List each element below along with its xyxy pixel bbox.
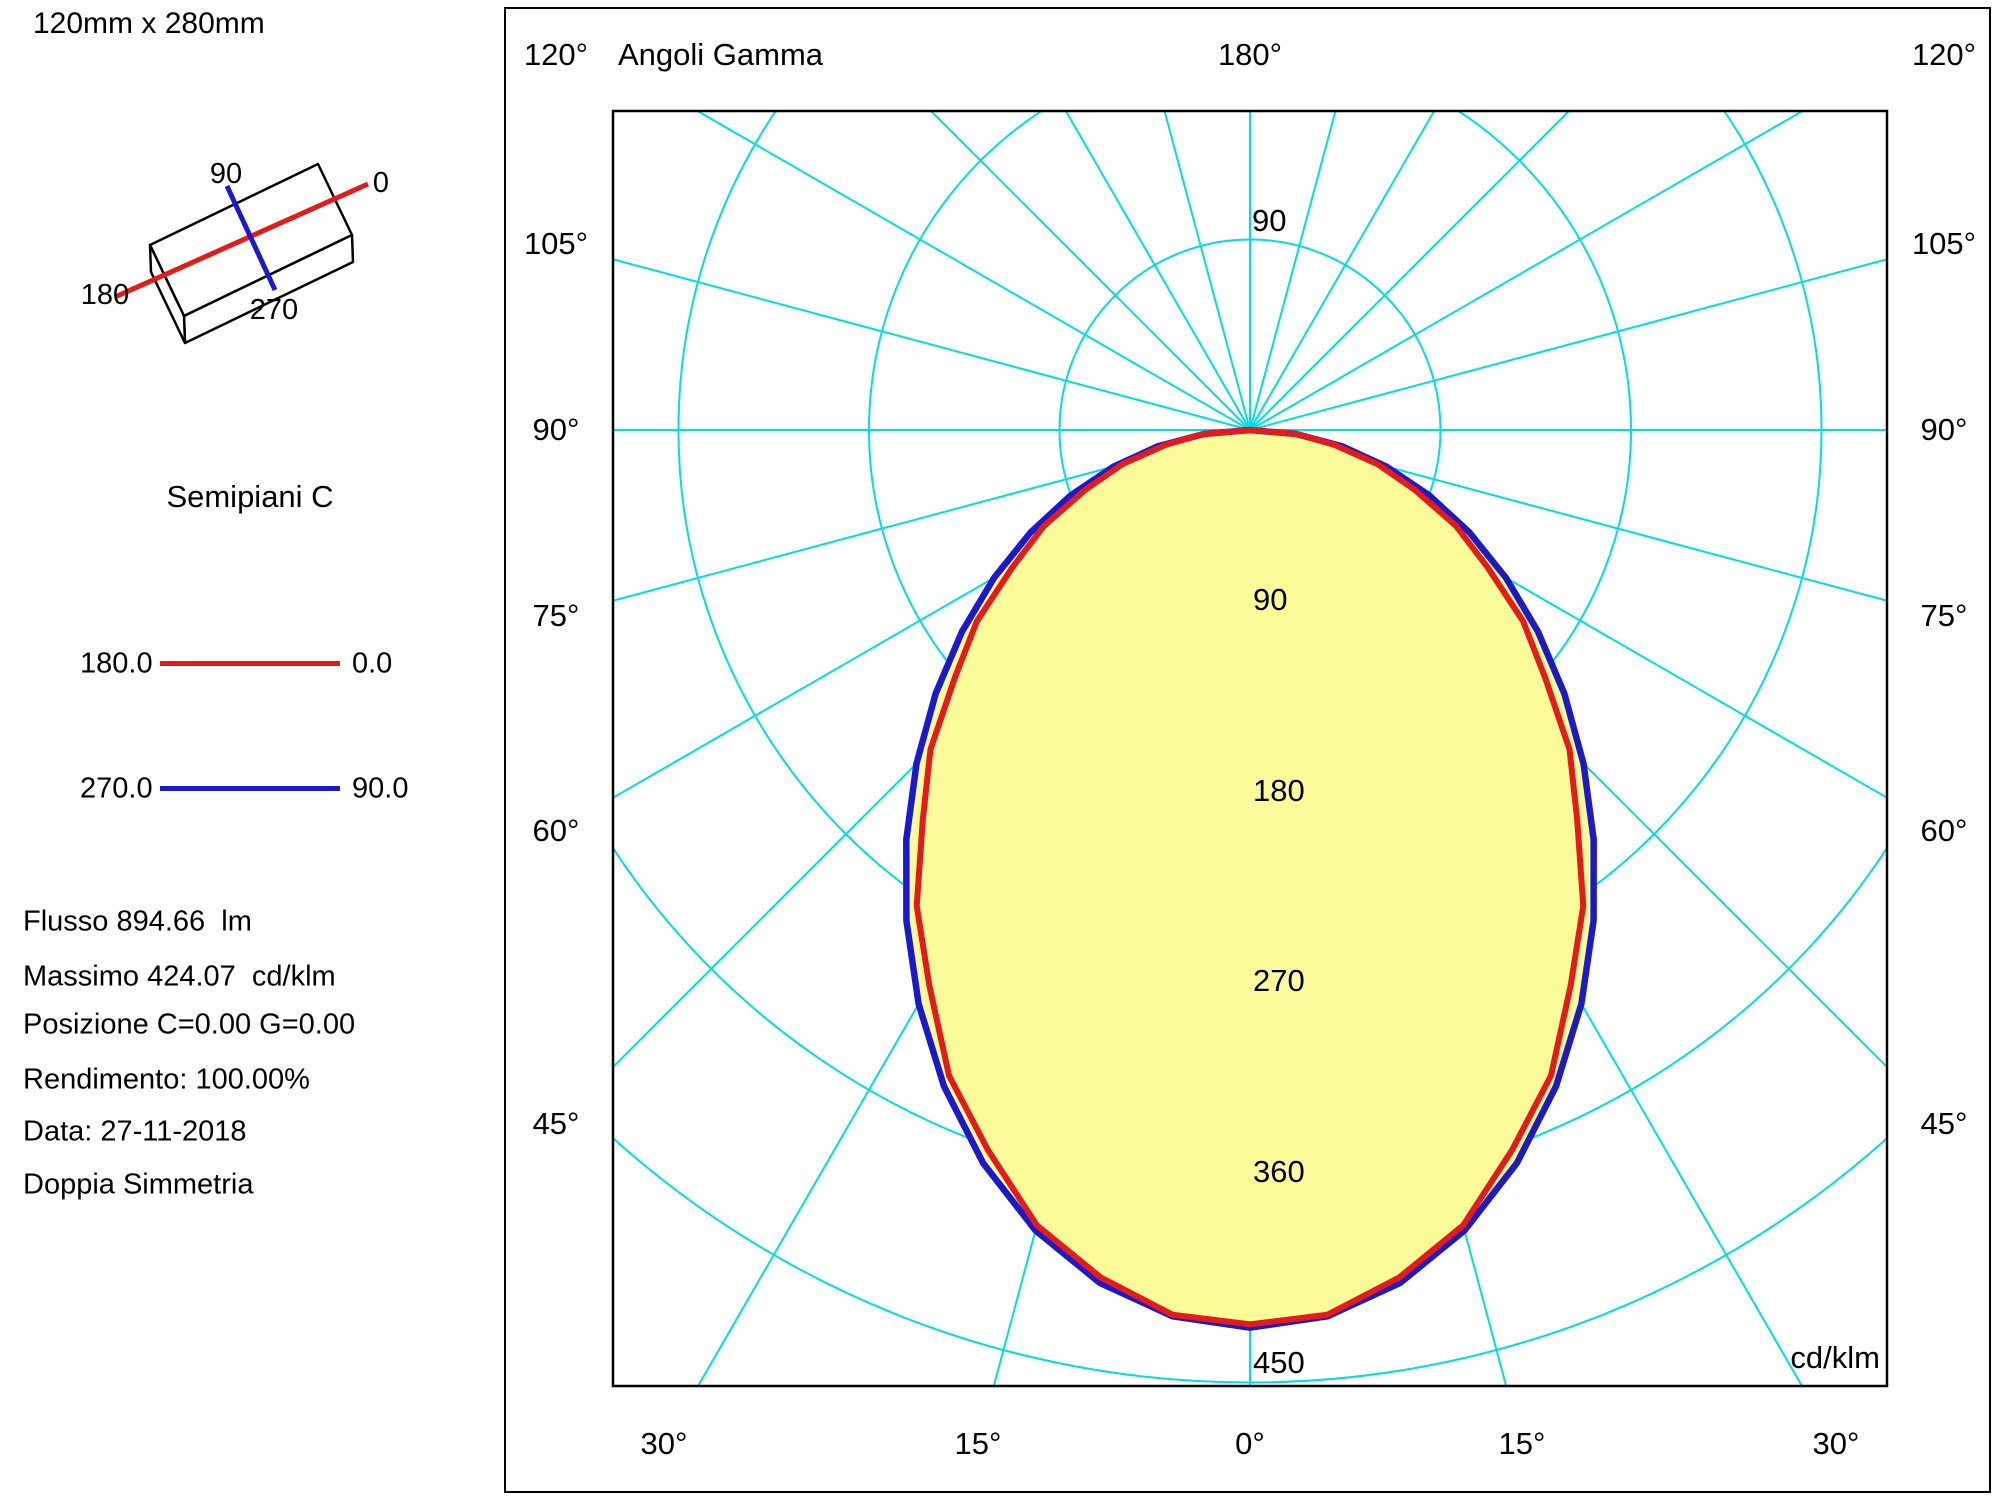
gamma-label-left-45: 45° xyxy=(532,1106,580,1141)
c0-c180-axis-line xyxy=(113,181,370,300)
radial-tick-180: 180 xyxy=(1253,773,1305,808)
legend-red-right-label: 0.0 xyxy=(352,647,393,680)
sketch-label-180: 180 xyxy=(81,279,129,311)
unit-label-cd-klm: cd/klm xyxy=(1790,1340,1880,1375)
left-panel: 120mm x 280mm 90 0 180 270 Semipiani C 1… xyxy=(0,0,505,1500)
flux-line: Flusso 894.66 lm xyxy=(23,905,252,938)
radial-tick-upper-90: 90 xyxy=(1252,203,1287,238)
radial-tick-90: 90 xyxy=(1253,582,1288,617)
gamma-label-right-60: 60° xyxy=(1920,813,1968,848)
gamma-label-right-75: 75° xyxy=(1920,598,1968,633)
efficiency-line: Rendimento: 100.00% xyxy=(23,1063,310,1096)
legend-blue-right-label: 90.0 xyxy=(352,772,409,805)
radial-tick-270: 270 xyxy=(1253,963,1305,998)
luminaire-dimensions: 120mm x 280mm xyxy=(33,7,265,40)
legend-blue-line xyxy=(160,786,340,791)
gamma-label-bottom-right-30: 30° xyxy=(1812,1426,1860,1461)
gamma-label-bottom-right-15: 15° xyxy=(1498,1426,1546,1461)
diagram-inner-frame xyxy=(611,109,1889,1388)
legend-red-line xyxy=(160,661,340,666)
gamma-label-left-75: 75° xyxy=(532,598,580,633)
gamma-label-top-left-120: 120° xyxy=(523,37,589,72)
luminaire-sketch: 90 0 180 270 xyxy=(81,158,389,345)
sketch-label-270: 270 xyxy=(250,294,298,326)
position-line: Posizione C=0.00 G=0.00 xyxy=(23,1008,356,1041)
radial-tick-450: 450 xyxy=(1253,1345,1305,1380)
gamma-label-right-105: 105° xyxy=(1911,226,1977,261)
gamma-label-right-90: 90° xyxy=(1920,412,1968,447)
gamma-label-top-right-120: 120° xyxy=(1911,37,1977,72)
legend-red-left-label: 180.0 xyxy=(80,647,153,680)
gamma-label-bottom-0: 0° xyxy=(1235,1426,1265,1461)
symmetry-line: Doppia Simmetria xyxy=(23,1168,254,1201)
gamma-label-bottom-left-30: 30° xyxy=(640,1426,688,1461)
section-title-semipiani-c: Semipiani C xyxy=(166,479,334,514)
gamma-label-left-90: 90° xyxy=(532,412,580,447)
gamma-label-right-45: 45° xyxy=(1920,1106,1968,1141)
gamma-label-left-60: 60° xyxy=(532,813,580,848)
sketch-label-0: 0 xyxy=(373,167,389,199)
sketch-label-90: 90 xyxy=(210,158,242,190)
gamma-label-bottom-left-15: 15° xyxy=(954,1426,1002,1461)
radial-tick-360: 360 xyxy=(1253,1154,1305,1189)
c90-c270-axis-line xyxy=(224,184,278,292)
chart-title: Angoli Gamma xyxy=(618,37,824,72)
maximum-line: Massimo 424.07 cd/klm xyxy=(23,960,336,993)
diagram-outer-frame xyxy=(504,7,1991,1493)
gamma-label-left-105: 105° xyxy=(523,226,589,261)
legend-blue-left-label: 270.0 xyxy=(80,772,153,805)
date-line: Data: 27-11-2018 xyxy=(23,1115,247,1148)
gamma-label-top-center-180: 180° xyxy=(1217,37,1283,72)
